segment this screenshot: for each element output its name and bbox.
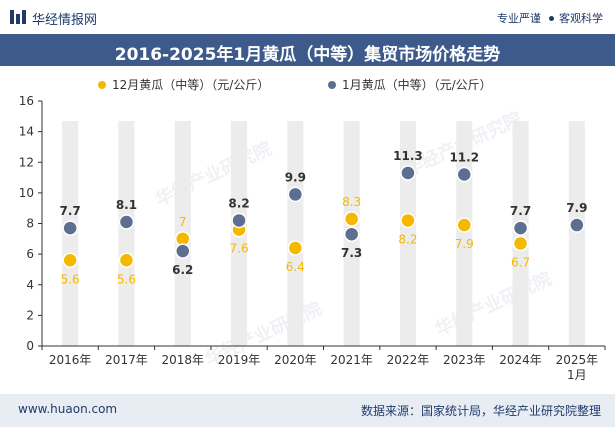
chart-title: 2016-2025年1月黄瓜（中等）集贸市场价格走势 (114, 45, 501, 65)
footer: www.huaon.com 数据来源：国家统计局，华经产业研究院整理 (0, 394, 615, 427)
y-tick-label: 16 (19, 94, 34, 108)
point-jan (343, 226, 360, 242)
column-band (118, 121, 135, 346)
chart-area: 0 2 4 6 8 10 12 14 16 2016年 2017年 2018年 2019年 2020年 20… (19, 94, 606, 382)
legend-item-dec: 12月黄瓜（中等）（元/公斤） (98, 76, 269, 93)
bullet-icon (549, 15, 554, 21)
data-label-jan: 6.2 (172, 263, 193, 277)
data-label-jan: 11.3 (393, 149, 423, 163)
y-tick-label: 0 (26, 339, 34, 353)
x-tick-label: 2018年 (161, 353, 204, 367)
data-label-jan: 8.1 (116, 198, 137, 212)
data-label-jan: 11.2 (449, 151, 479, 165)
x-tick-label: 2016年 (49, 353, 92, 367)
data-label-dec: 7.9 (455, 237, 474, 251)
point-jan (62, 220, 78, 236)
point-dec (512, 235, 529, 252)
x-tick-label: 2017年 (105, 353, 148, 367)
x-tick-label: 2019年 (218, 353, 261, 367)
slogan: 专业严谨 客观科学 (497, 10, 603, 26)
point-dec (118, 252, 135, 268)
data-label-dec: 7 (179, 215, 187, 229)
data-label-jan: 7.7 (510, 204, 531, 218)
y-tick-label: 8 (26, 217, 34, 231)
point-dec (343, 211, 360, 227)
point-jan (118, 214, 135, 230)
point-dec (287, 240, 304, 256)
x-tick-label: 2022年 (387, 353, 430, 367)
data-label-jan: 7.9 (566, 201, 587, 215)
data-label-jan: 7.3 (341, 246, 362, 260)
data-label-dec: 6.4 (286, 260, 305, 274)
legend-item-jan: 1月黄瓜（中等）（元/公斤） (328, 76, 492, 93)
y-tick-label: 2 (26, 308, 34, 322)
y-tick-label: 12 (19, 155, 34, 169)
data-label-jan: 9.9 (285, 170, 306, 184)
data-label-dec: 8.3 (342, 195, 361, 209)
point-jan (175, 243, 191, 259)
x-tick-label: 2025年 (556, 353, 599, 367)
y-tick-label: 4 (26, 278, 34, 292)
x-tick-label: 1月 (567, 368, 587, 382)
data-label-dec: 5.6 (117, 272, 136, 286)
chart-legend: 12月黄瓜（中等）（元/公斤） 1月黄瓜（中等）（元/公斤） (0, 76, 615, 94)
data-label-jan: 8.2 (228, 196, 249, 210)
point-jan (287, 186, 304, 203)
point-dec (62, 252, 78, 268)
x-tick-label: 2021年 (330, 353, 373, 367)
point-jan (456, 166, 472, 183)
legend-dot-icon (328, 80, 336, 89)
point-jan (569, 217, 585, 233)
y-tick-label: 14 (19, 125, 34, 139)
data-label-dec: 5.6 (61, 272, 80, 286)
brand-name: 华经情报网 (32, 13, 98, 28)
title-bar: 2016-2025年1月黄瓜（中等）集贸市场价格走势 (0, 34, 615, 66)
data-source: 数据来源：国家统计局，华经产业研究院整理 (360, 404, 601, 418)
y-tick-label: 6 (26, 247, 34, 261)
legend-dot-icon (98, 80, 106, 89)
data-label-jan: 7.7 (60, 204, 81, 218)
top-bar: 华经情报网 专业严谨 客观科学 (0, 0, 615, 34)
huajing-logo-icon (10, 10, 26, 24)
y-tick-label: 10 (19, 186, 34, 200)
data-label-dec: 7.6 (230, 242, 249, 256)
footer-url[interactable]: www.huaon.com (18, 402, 118, 416)
column-band (287, 121, 304, 346)
legend-label-jan: 1月黄瓜（中等）（元/公斤） (342, 78, 492, 92)
point-jan (400, 165, 416, 181)
x-tick-label: 2024年 (499, 353, 542, 367)
point-dec (400, 212, 416, 229)
data-label-dec: 8.2 (398, 232, 417, 246)
point-jan (512, 220, 529, 236)
legend-label-dec: 12月黄瓜（中等）（元/公斤） (112, 78, 270, 92)
column-band (568, 121, 585, 346)
x-tick-label: 2023年 (443, 353, 486, 367)
point-dec (456, 217, 472, 233)
x-tick-label: 2020年 (274, 353, 317, 367)
data-label-dec: 6.7 (511, 255, 530, 269)
point-jan (231, 212, 247, 229)
slogan-left: 专业严谨 (497, 12, 541, 25)
slogan-right: 客观科学 (559, 12, 603, 25)
